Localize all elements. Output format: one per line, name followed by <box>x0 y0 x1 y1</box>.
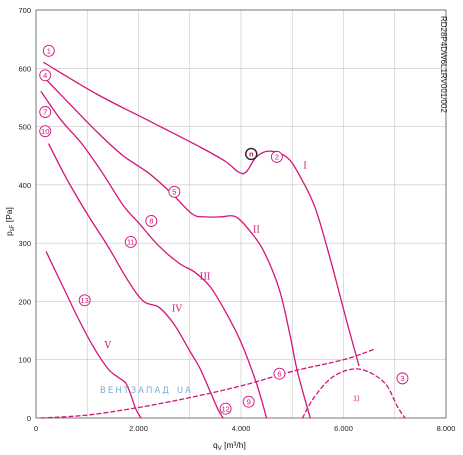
x-tick-label: 8.000 <box>437 424 456 433</box>
x-tick-label: 6.000 <box>334 424 353 433</box>
marker-circle <box>396 372 409 385</box>
y-tick-label: 600 <box>18 64 31 73</box>
series-line-i <box>43 61 360 367</box>
series-line-iii <box>40 90 268 419</box>
marker-label: 6 <box>277 369 281 378</box>
marker-circle <box>270 150 283 163</box>
series-line-dashed-5 <box>40 348 375 419</box>
marker-circle <box>39 69 52 82</box>
marker-label: 11 <box>127 238 135 247</box>
marker-label: 5 <box>172 187 176 196</box>
axes: 0 2.000 4.000 6.000 8.000 0 100 200 300 400 500 600… <box>18 6 455 433</box>
y-axis-label: psF [Pa] <box>4 207 16 236</box>
y-tick-label: 100 <box>18 356 31 365</box>
series-label-iii: III <box>200 272 211 282</box>
marker-circle <box>145 215 158 227</box>
y-tick-label: 500 <box>18 123 31 132</box>
marker-label: 3 <box>400 374 404 383</box>
marker-label: 4 <box>43 71 47 80</box>
footnote-label: 1) <box>353 394 360 403</box>
series-line-ii <box>43 76 311 419</box>
marker-label: 12 <box>221 404 229 413</box>
y-tick-label: 300 <box>18 239 31 248</box>
curve-marker-1: 1 <box>42 44 55 57</box>
curve-marker-3: 3 <box>396 372 409 385</box>
marker-label: 13 <box>81 296 89 305</box>
marker-circle <box>39 125 52 138</box>
side-label: RD28P4DW6L1RV001/002 <box>439 16 448 113</box>
y-tick-label: 0 <box>27 414 31 423</box>
plot-frame <box>35 9 447 419</box>
curve-marker-n: n <box>245 147 258 161</box>
grid <box>36 10 446 418</box>
curve-marker-4: 4 <box>39 69 52 82</box>
marker-circle <box>42 44 55 57</box>
curve-marker-13: 13 <box>78 294 91 307</box>
curve-marker-6: 6 <box>273 367 286 380</box>
marker-label: 8 <box>149 217 153 226</box>
series-line-dashed-6 <box>301 368 406 419</box>
marker-circle <box>219 402 232 415</box>
marker-label: n <box>249 150 254 159</box>
series-line-iv <box>48 143 224 419</box>
watermark: ВЕНТЗАПАД UA <box>100 386 193 396</box>
marker-label: 1 <box>47 46 51 55</box>
y-tick-label: 400 <box>18 181 31 190</box>
curve-marker-11: 11 <box>124 236 137 248</box>
marker-circle <box>168 185 181 198</box>
curve-marker-8: 8 <box>145 215 158 227</box>
curve-marker-5: 5 <box>168 185 181 198</box>
marker-circle <box>124 236 137 248</box>
marker-label: 7 <box>43 108 47 117</box>
marker-label: 2 <box>275 152 279 161</box>
marker-circle <box>245 147 258 161</box>
marker-label: 9 <box>247 397 251 406</box>
curve-marker-7: 7 <box>39 106 52 118</box>
curve-marker-9: 9 <box>242 395 255 408</box>
marker-circle <box>78 294 91 307</box>
x-tick-label: 0 <box>34 424 38 433</box>
x-tick-label: 2.000 <box>129 424 148 433</box>
curve-marker-10: 10 <box>39 125 52 138</box>
marker-circle <box>39 106 52 118</box>
y-tick-label: 200 <box>18 297 31 306</box>
y-tick-label: 700 <box>18 6 31 15</box>
marker-label: 10 <box>41 127 49 136</box>
x-tick-label: 4.000 <box>232 424 251 433</box>
curve-marker-2: 2 <box>270 150 283 163</box>
series-label-ii: II <box>253 226 261 236</box>
curve-marker-12: 12 <box>219 402 232 415</box>
series-layer <box>40 61 406 419</box>
marker-circle <box>273 367 286 380</box>
x-axis-label: qV [m³/h] <box>213 440 246 452</box>
series-label-iv: IV <box>172 304 183 314</box>
marker-circle <box>242 395 255 408</box>
series-line-v <box>45 251 142 419</box>
series-label-i: I <box>303 162 307 172</box>
series-label-v: V <box>104 341 112 351</box>
